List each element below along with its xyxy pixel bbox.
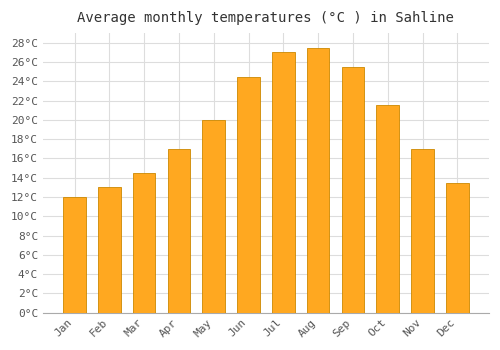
Bar: [202, 120, 225, 313]
Bar: [376, 105, 399, 313]
Bar: [133, 173, 156, 313]
Bar: [411, 149, 434, 313]
Bar: [307, 48, 330, 313]
Bar: [63, 197, 86, 313]
Bar: [446, 183, 468, 313]
Title: Average monthly temperatures (°C ) in Sahline: Average monthly temperatures (°C ) in Sa…: [78, 11, 454, 25]
Bar: [342, 67, 364, 313]
Bar: [98, 187, 120, 313]
Bar: [168, 149, 190, 313]
Bar: [272, 52, 294, 313]
Bar: [237, 77, 260, 313]
